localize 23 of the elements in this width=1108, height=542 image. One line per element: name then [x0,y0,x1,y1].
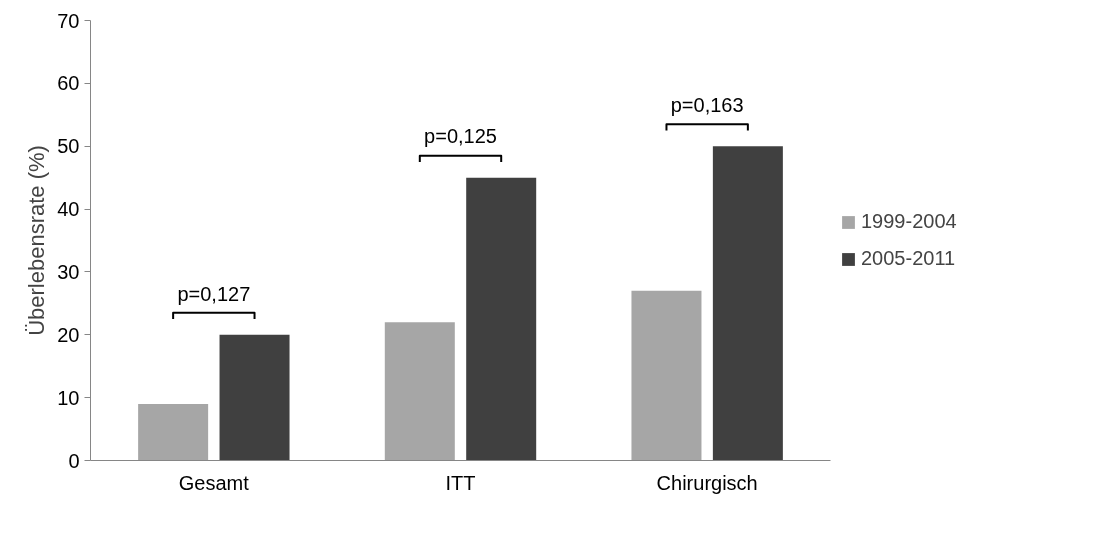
annotation: p=0,163 [670,94,744,117]
legend-label: 2005-2011 [861,247,956,270]
bar [384,322,455,461]
annotation: p=0,125 [424,125,497,148]
y-axis-title: Überlebensrate (%) [24,145,50,336]
x-tick-label: Gesamt [178,471,250,494]
legend-label: 1999-2004 [861,210,957,233]
y-tick-label: 70 [57,9,80,32]
y-tick-label: 40 [57,198,80,221]
bar [466,177,537,461]
y-tick-label: 50 [57,135,80,158]
y-tick-label: 20 [57,323,80,346]
x-tick-label: Chirurgisch [656,471,758,494]
bar [138,403,209,461]
bar [712,146,783,461]
y-tick-label: 30 [57,260,80,283]
y-tick-label: 10 [57,386,80,409]
annotation: p=0,127 [177,282,251,305]
bar [631,290,702,461]
y-tick-label: 0 [68,449,80,472]
x-tick-label: ITT [445,471,476,494]
y-tick-label: 60 [57,72,80,95]
bar [219,334,290,461]
